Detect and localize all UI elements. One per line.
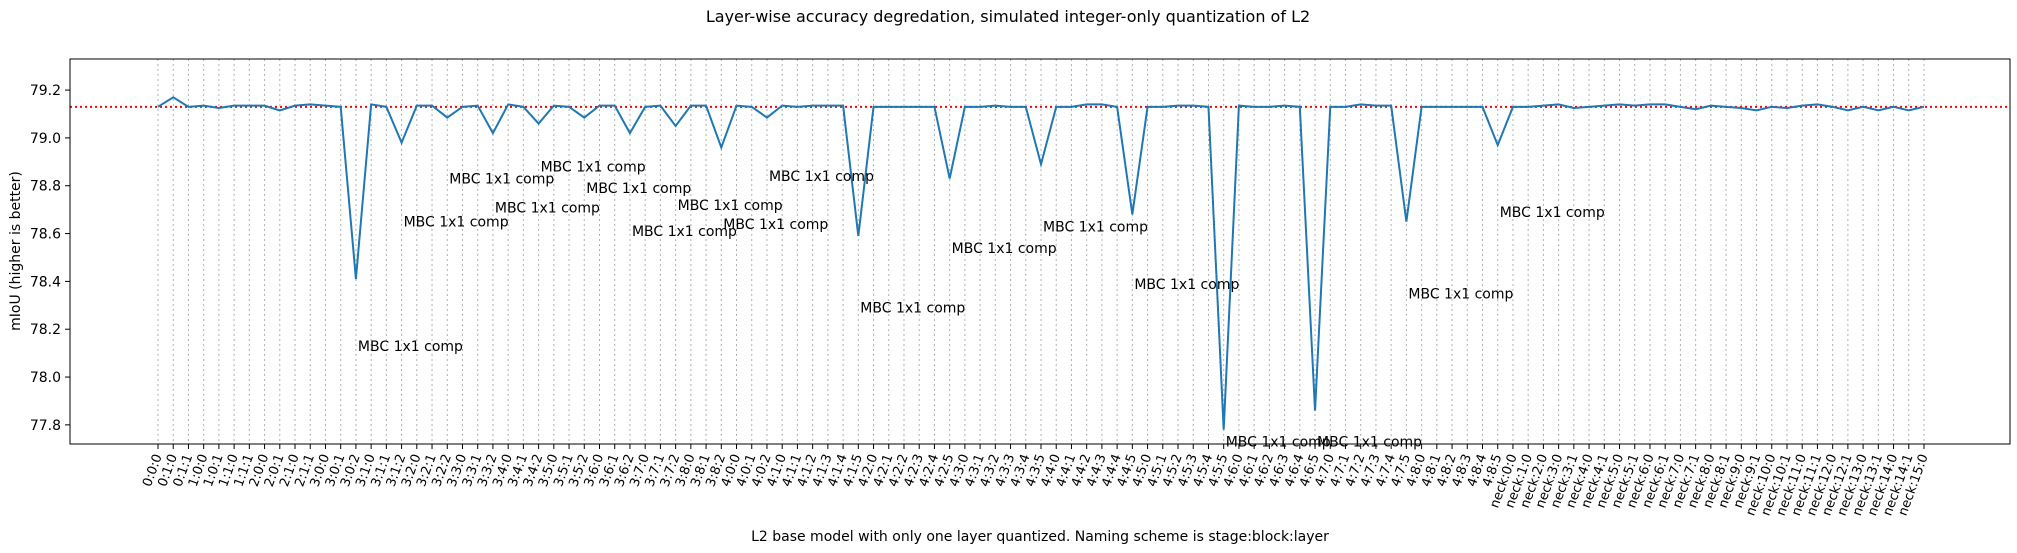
annotation-label: MBC 1x1 comp <box>632 224 737 240</box>
annotation-label: MBC 1x1 comp <box>769 169 874 185</box>
annotation-label: MBC 1x1 comp <box>952 241 1057 257</box>
y-tick-label: 78.0 <box>30 370 61 386</box>
x-axis: 0:0:00:1:00:1:11:0:01:0:11:1:01:1:12:0:0… <box>140 444 1932 518</box>
annotation-label: MBC 1x1 comp <box>1043 219 1148 235</box>
y-axis: 77.8 78.0 78.2 78.4 78.6 78.8 79.0 79.2 <box>30 83 70 434</box>
annotation-label: MBC 1x1 comp <box>1134 277 1239 293</box>
y-tick-label: 78.8 <box>30 179 61 195</box>
x-axis-label: L2 base model with only one layer quanti… <box>751 529 1329 545</box>
y-tick-label: 78.6 <box>30 227 61 243</box>
vertical-grid <box>157 59 1925 444</box>
annotation-label: MBC 1x1 comp <box>541 160 646 176</box>
annotation-label: MBC 1x1 comp <box>586 181 691 197</box>
plot-frame <box>69 58 2011 445</box>
annotation-label: MBC 1x1 comp <box>860 301 965 317</box>
series-line <box>157 96 1925 430</box>
annotation-label: MBC 1x1 comp <box>678 198 783 214</box>
annotation-label: MBC 1x1 comp <box>358 339 463 355</box>
y-tick-label: 78.2 <box>30 322 61 338</box>
y-tick-label: 78.4 <box>30 274 61 290</box>
y-axis-label: mIoU (higher is better) <box>8 171 24 331</box>
chart-title: Layer-wise accuracy degredation, simulat… <box>706 7 1310 26</box>
annotation-label: MBC 1x1 comp <box>495 200 600 216</box>
annotation-label: MBC 1x1 comp <box>1317 435 1422 451</box>
annotation-label: MBC 1x1 comp <box>723 217 828 233</box>
y-tick-label: 79.2 <box>30 83 61 99</box>
annotation-label: MBC 1x1 comp <box>1226 435 1331 451</box>
y-tick-label: 79.0 <box>30 131 61 147</box>
annotation-label: MBC 1x1 comp <box>404 215 509 231</box>
annotation-label: MBC 1x1 comp <box>1500 205 1605 221</box>
annotation-label: MBC 1x1 comp <box>449 172 554 188</box>
y-tick-label: 77.8 <box>30 418 61 434</box>
annotation-label: MBC 1x1 comp <box>1408 286 1513 302</box>
